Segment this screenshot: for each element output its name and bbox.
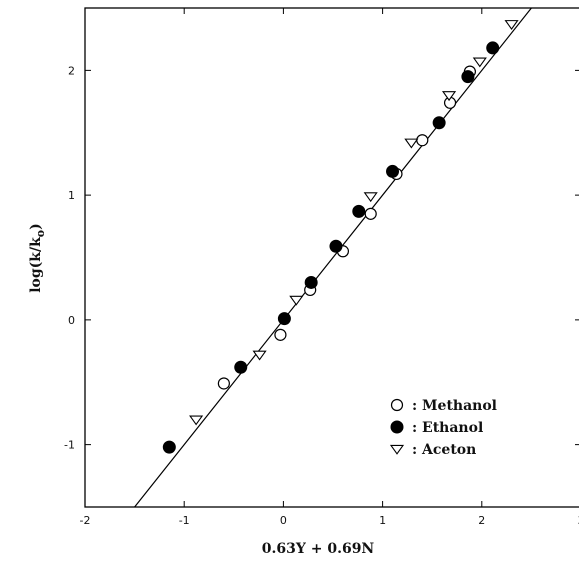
legend-ethanol-marker <box>390 420 404 434</box>
y-tick-label: 1 <box>68 189 75 202</box>
ethanol-point <box>304 275 318 289</box>
aceton-point <box>441 91 457 102</box>
x-tick-label: -1 <box>179 514 190 527</box>
plot-frame <box>84 7 579 508</box>
x-tick-label: 1 <box>379 514 386 527</box>
y-tick-label: 2 <box>68 64 75 77</box>
ethanol-point <box>162 440 176 454</box>
ethanol-point <box>329 239 343 253</box>
methanol-point <box>364 207 377 220</box>
legend-aceton-marker <box>389 444 405 455</box>
legend-ethanol-label: : Ethanol <box>412 420 483 436</box>
legend-aceton-label: : Aceton <box>412 442 476 458</box>
x-tick-label: 2 <box>478 514 485 527</box>
axis-ticks <box>84 8 579 507</box>
aceton-point <box>504 20 519 30</box>
regression-line <box>134 7 532 508</box>
axis-tick-labels: -2 -1 0 1 2 3 -1 0 1 2 <box>64 64 579 527</box>
ethanol-point <box>461 70 475 84</box>
y-axis-title-close: ) <box>28 223 44 230</box>
ethanol-point <box>352 204 366 218</box>
methanol-point <box>416 134 429 147</box>
y-tick-label: -1 <box>64 439 75 452</box>
methanol-point <box>217 377 230 390</box>
y-axis-title-subscript: o <box>34 230 47 237</box>
x-tick-label: 0 <box>280 514 287 527</box>
y-axis-title-main: log(k/k <box>28 237 44 293</box>
y-tick-label: 0 <box>68 314 75 327</box>
x-axis-title: 0.63Y + 0.69N <box>262 541 375 557</box>
legend: : Methanol : Ethanol : Aceton <box>389 398 497 458</box>
methanol-point <box>274 328 287 341</box>
x-tick-label: -2 <box>80 514 91 527</box>
legend-methanol-marker <box>390 398 404 412</box>
aceton-point <box>189 415 204 426</box>
ethanol-point <box>486 41 500 55</box>
ethanol-point <box>234 360 248 374</box>
x-tick-label: 3 <box>578 514 579 527</box>
data-points <box>162 20 519 454</box>
y-axis-title: log(k/ko) <box>28 223 47 293</box>
aceton-point <box>404 138 419 149</box>
aceton-point <box>252 350 267 361</box>
ethanol-point <box>277 312 291 326</box>
ethanol-point <box>386 164 400 178</box>
aceton-point <box>289 295 304 306</box>
aceton-point <box>472 57 487 68</box>
ethanol-point <box>432 116 446 130</box>
aceton-point <box>363 192 378 203</box>
legend-methanol-label: : Methanol <box>412 398 497 414</box>
